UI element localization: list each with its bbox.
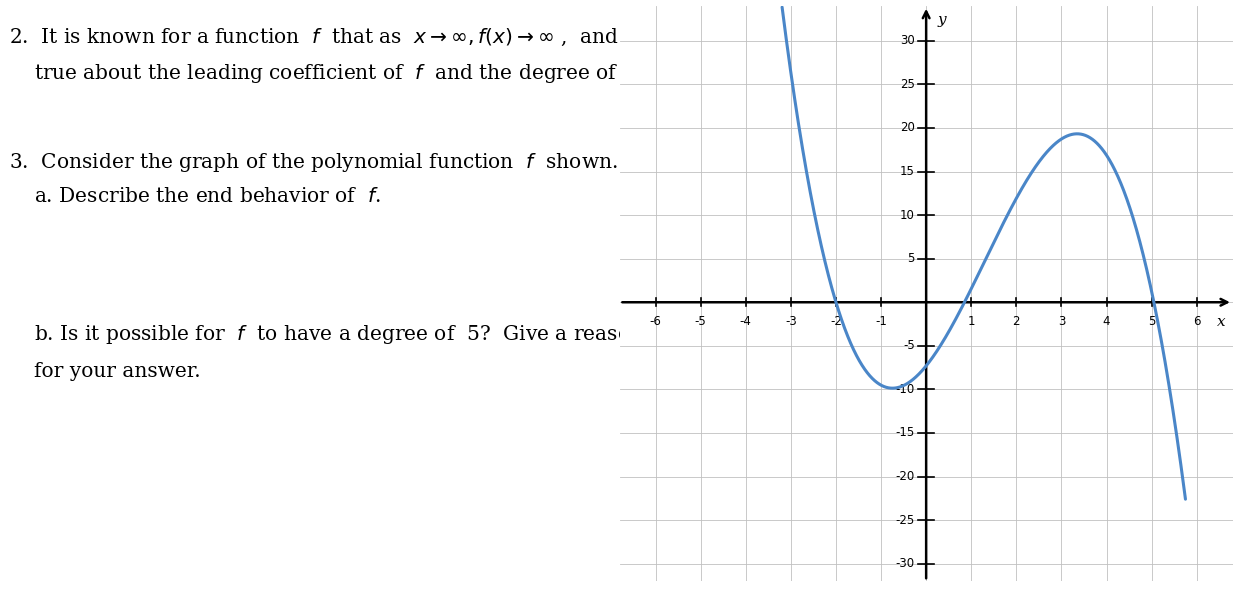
Text: -5: -5: [903, 339, 914, 352]
Text: b. Is it possible for  $f$  to have a degree of  5?  Give a reason: b. Is it possible for $f$ to have a degr…: [33, 323, 644, 346]
Text: 1: 1: [968, 315, 975, 329]
Text: 5: 5: [1149, 315, 1155, 329]
Text: -15: -15: [896, 426, 914, 439]
Text: 2: 2: [1012, 315, 1020, 329]
Text: x: x: [1218, 315, 1227, 329]
Text: 2.  It is known for a function  $f$  that as  $x \to \infty, f(x) \to \infty$ , : 2. It is known for a function $f$ that a…: [10, 27, 1017, 48]
Text: -10: -10: [896, 383, 914, 396]
Text: for your answer.: for your answer.: [33, 362, 201, 381]
Text: -30: -30: [896, 557, 914, 570]
Text: y: y: [938, 13, 947, 27]
Text: -25: -25: [896, 514, 914, 527]
Text: 5: 5: [907, 252, 914, 265]
Text: 15: 15: [900, 165, 914, 178]
Text: 6: 6: [1193, 315, 1201, 329]
Text: 25: 25: [900, 78, 914, 91]
Text: 3.  Consider the graph of the polynomial function  $f$  shown.: 3. Consider the graph of the polynomial …: [10, 151, 618, 174]
Text: -20: -20: [896, 470, 914, 483]
Text: -6: -6: [649, 315, 662, 329]
Text: -3: -3: [786, 315, 797, 329]
Text: -4: -4: [740, 315, 752, 329]
Text: true about the leading coefficient of  $f$  and the degree of  $f$ ?: true about the leading coefficient of $f…: [33, 62, 653, 85]
Text: 30: 30: [900, 34, 914, 47]
Text: -2: -2: [830, 315, 841, 329]
Text: 4: 4: [1103, 315, 1110, 329]
Text: 10: 10: [900, 209, 914, 222]
Text: -5: -5: [695, 315, 706, 329]
Text: 3: 3: [1058, 315, 1066, 329]
Text: a. Describe the end behavior of  $f$.: a. Describe the end behavior of $f$.: [33, 187, 380, 206]
Text: 20: 20: [900, 122, 914, 135]
Text: -1: -1: [875, 315, 887, 329]
